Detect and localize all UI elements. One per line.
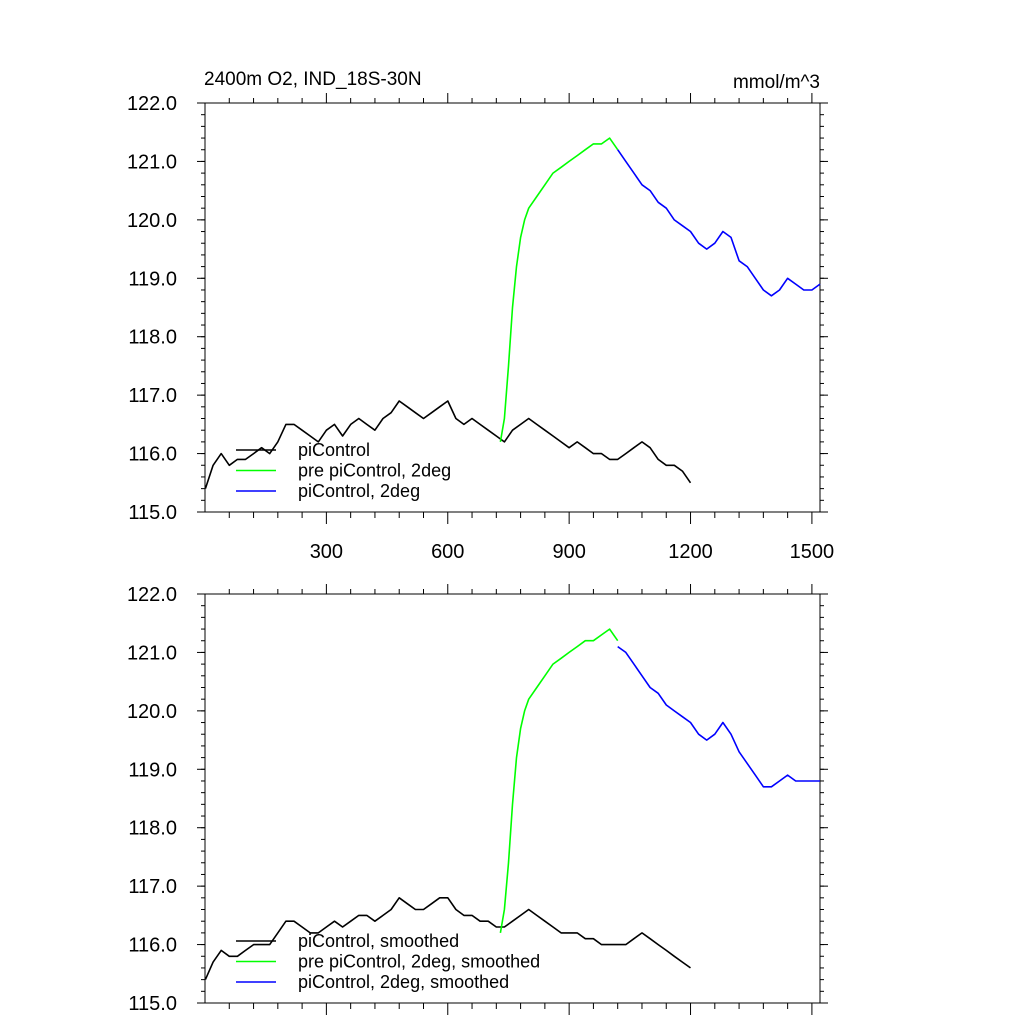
x-tick-label: 1500 [790, 541, 835, 563]
y-tick-label: 120.0 [127, 210, 177, 232]
y-tick-label: 118.0 [128, 818, 177, 840]
units-label: mmol/m^3 [733, 72, 820, 93]
y-tick-label: 117.0 [128, 876, 177, 898]
y-tick-label: 115.0 [128, 993, 177, 1015]
series-line-3 [617, 149, 821, 297]
chart-title: 2400m O2, IND_18S-30N [204, 69, 422, 90]
series-line-2 [499, 628, 619, 934]
x-tick-label: 600 [431, 541, 464, 563]
x-tick-label: 900 [552, 541, 585, 563]
plot-frame [204, 102, 821, 513]
plot-frame [204, 593, 821, 1004]
y-tick-label: 116.0 [128, 935, 177, 957]
series-line-1 [204, 896, 691, 980]
y-tick-label: 121.0 [127, 151, 177, 173]
y-tick-label: 116.0 [128, 444, 177, 466]
y-tick-label: 119.0 [128, 268, 177, 290]
y-tick-label: 120.0 [127, 701, 177, 723]
y-tick-label: 122.0 [127, 93, 177, 115]
series-line-3 [617, 645, 820, 788]
y-tick-label: 121.0 [127, 642, 177, 664]
legend-label: piControl [298, 440, 370, 460]
legend-label: pre piControl, 2deg [298, 461, 451, 481]
bottom-panel: 115.0 116.0 117.0 118.0 119.0 120.0 121.0 122.0… [127, 584, 828, 1015]
top-panel: 115.0 116.0 117.0 118.0 119.0 120.0 121.0 122.0… [127, 93, 834, 563]
y-tick-label: 117.0 [128, 385, 177, 407]
x-tick-label: 1200 [668, 541, 713, 563]
series-line-1 [204, 400, 692, 489]
legend-label: piControl, 2deg, smoothed [298, 972, 509, 992]
legend-label: piControl, smoothed [298, 931, 459, 951]
y-tick-label: 115.0 [128, 502, 177, 524]
y-tick-label: 118.0 [128, 327, 177, 349]
y-tick-label: 122.0 [127, 584, 177, 606]
series-line-2 [499, 137, 619, 443]
y-tick-label: 119.0 [128, 759, 177, 781]
legend-label: piControl, 2deg [298, 481, 420, 501]
legend-label: pre piControl, 2deg, smoothed [298, 952, 540, 972]
x-tick-label: 300 [310, 541, 343, 563]
